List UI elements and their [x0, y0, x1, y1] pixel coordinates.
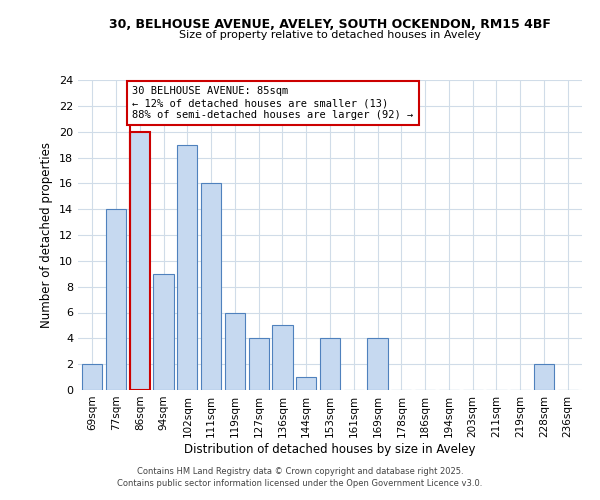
Bar — [272, 326, 293, 390]
Text: 30, BELHOUSE AVENUE, AVELEY, SOUTH OCKENDON, RM15 4BF: 30, BELHOUSE AVENUE, AVELEY, SOUTH OCKEN… — [109, 18, 551, 30]
Text: Contains HM Land Registry data © Crown copyright and database right 2025.: Contains HM Land Registry data © Crown c… — [137, 467, 463, 476]
Bar — [106, 209, 126, 390]
Text: Contains public sector information licensed under the Open Government Licence v3: Contains public sector information licen… — [118, 478, 482, 488]
X-axis label: Distribution of detached houses by size in Aveley: Distribution of detached houses by size … — [184, 442, 476, 456]
Y-axis label: Number of detached properties: Number of detached properties — [40, 142, 53, 328]
Bar — [296, 377, 316, 390]
Bar — [201, 184, 221, 390]
Bar — [82, 364, 103, 390]
Text: Size of property relative to detached houses in Aveley: Size of property relative to detached ho… — [179, 30, 481, 40]
Bar — [248, 338, 269, 390]
Bar — [154, 274, 173, 390]
Text: 30 BELHOUSE AVENUE: 85sqm
← 12% of detached houses are smaller (13)
88% of semi-: 30 BELHOUSE AVENUE: 85sqm ← 12% of detac… — [132, 86, 413, 120]
Bar — [130, 132, 150, 390]
Bar — [320, 338, 340, 390]
Bar — [534, 364, 554, 390]
Bar — [225, 312, 245, 390]
Bar — [177, 144, 197, 390]
Bar — [367, 338, 388, 390]
